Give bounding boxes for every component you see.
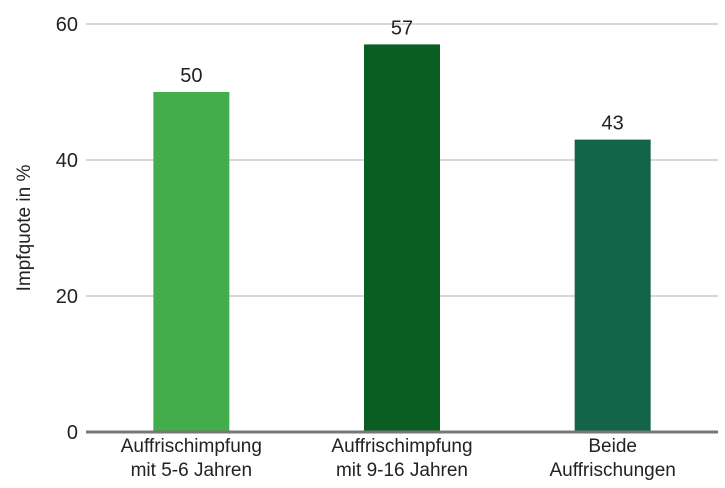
bar-value-label: 57 <box>391 17 413 39</box>
y-tick-label: 0 <box>67 422 78 444</box>
x-category-label: Auffrischimpfung mit 5-6 Jahren <box>121 436 262 481</box>
bar-value-label: 50 <box>180 65 202 87</box>
y-tick-label: 20 <box>56 286 78 308</box>
y-axis-ticks: 0 20 40 60 <box>56 14 78 444</box>
bars <box>153 44 651 433</box>
bar-value-label: 43 <box>602 113 624 135</box>
data-labels: 50 57 43 <box>180 17 624 134</box>
y-tick-label: 60 <box>56 14 78 36</box>
y-axis-title: Impfquote in % <box>14 165 35 292</box>
bar <box>574 139 651 432</box>
x-category-label: Beide Auffrischungen <box>549 436 675 481</box>
x-category-label: Auffrischimpfung mit 9-16 Jahren <box>331 436 472 481</box>
bar <box>153 92 230 432</box>
y-tick-label: 40 <box>56 150 78 172</box>
x-axis-categories: Auffrischimpfung mit 5-6 Jahren Auffrischi… <box>121 436 676 481</box>
bar <box>364 44 440 433</box>
